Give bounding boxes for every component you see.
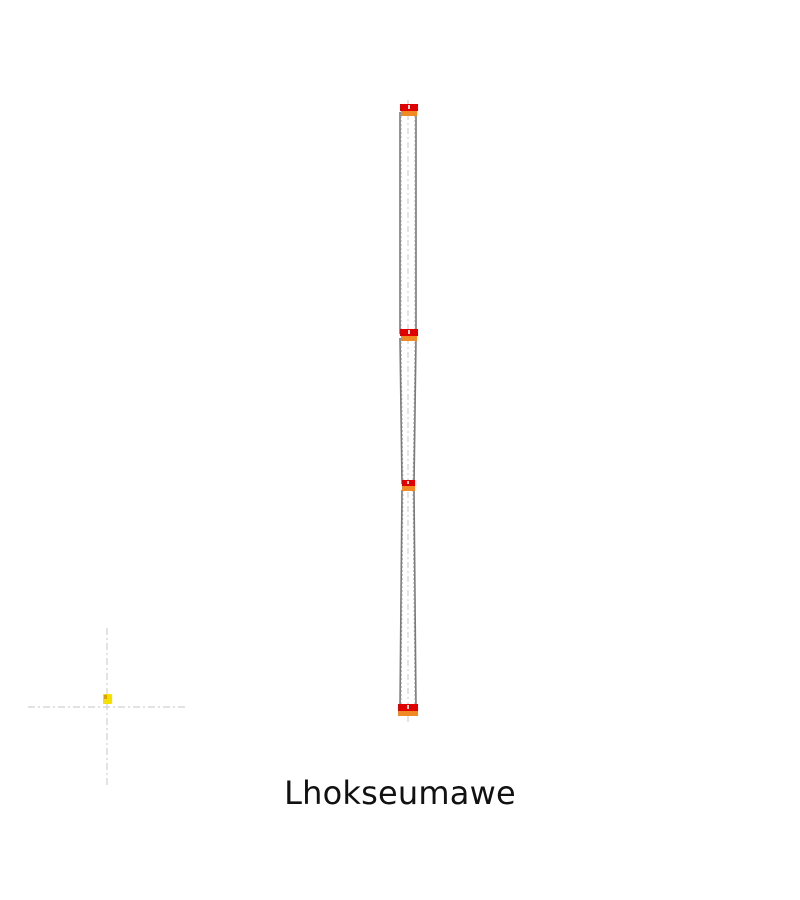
reference-point-icon [103,694,112,704]
warning-light-top [400,104,418,116]
warning-light-bottom [398,704,418,716]
mast-segment-upper [399,112,417,334]
warning-light-upper-middle [400,329,418,341]
warning-light-lower-middle [402,480,415,491]
location-caption: Lhokseumawe [284,774,516,812]
mast-segment-lower [399,489,417,709]
mast [398,100,418,724]
mast-segment-middle [399,337,417,485]
crosshair-icon [28,628,188,788]
